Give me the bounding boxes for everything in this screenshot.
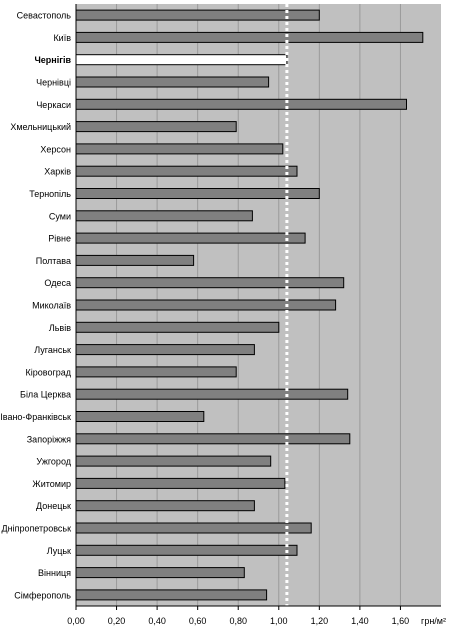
category-label: Одеса xyxy=(44,278,71,288)
bar xyxy=(75,31,424,43)
category-label: Донецьк xyxy=(36,501,71,511)
category-label: Ужгород xyxy=(36,457,71,467)
category-label: Херсон xyxy=(40,144,71,154)
category-label: Черкаси xyxy=(36,100,71,110)
category-label: Рівне xyxy=(48,234,71,244)
x-unit-label: грн/м² xyxy=(421,616,446,626)
category-label: Полтава xyxy=(36,256,71,266)
x-tick-label: 0,20 xyxy=(108,616,126,626)
category-label: Чернівці xyxy=(36,78,71,88)
bar xyxy=(75,121,237,133)
bar xyxy=(75,9,320,21)
x-tick-label: 0,80 xyxy=(229,616,247,626)
category-label: Хмельницький xyxy=(10,122,71,132)
bar xyxy=(75,232,306,244)
bar xyxy=(75,567,245,579)
x-tick-labels: 0,00 0,20 0,40 0,60 0,80 1,00 1,20 1,40 1,60 xyxy=(67,606,409,626)
bar xyxy=(75,188,320,199)
bar xyxy=(75,433,351,445)
bar xyxy=(75,455,272,467)
x-tick-label: 0,60 xyxy=(189,616,207,626)
bar xyxy=(75,277,345,289)
bar xyxy=(75,589,268,601)
bars-group xyxy=(75,9,424,601)
bar xyxy=(75,477,286,489)
bar xyxy=(75,344,255,356)
bar xyxy=(75,522,312,534)
category-label: Тернопіль xyxy=(29,189,71,199)
category-label: Суми xyxy=(49,211,71,221)
category-label: Чернігів xyxy=(34,55,71,65)
bar xyxy=(75,544,298,556)
category-label: Івано-Франківськ xyxy=(0,412,71,422)
bar xyxy=(75,165,298,177)
category-label: Миколаїв xyxy=(32,301,71,311)
bar xyxy=(75,500,255,512)
category-label: Сімферополь xyxy=(14,590,71,600)
category-labels: Севастополь Київ Чернігів Чернівці Черкаси Хм… xyxy=(0,11,71,601)
category-label: Севастополь xyxy=(17,11,72,21)
category-label: Львів xyxy=(49,323,71,333)
x-tick-label: 1,40 xyxy=(351,616,369,626)
bar xyxy=(75,54,288,66)
bar xyxy=(75,366,237,378)
bar xyxy=(75,411,205,422)
bar xyxy=(75,299,337,311)
category-label: Кіровоград xyxy=(26,367,72,377)
x-tick-label: 1,20 xyxy=(311,616,329,626)
x-tick-label: 1,00 xyxy=(270,616,288,626)
bar xyxy=(75,98,407,110)
x-tick-label: 0,00 xyxy=(67,616,85,626)
category-label: Дніпропетровськ xyxy=(2,524,72,534)
bar xyxy=(75,210,253,222)
category-label: Житомир xyxy=(32,479,71,489)
bar xyxy=(75,254,195,266)
bar xyxy=(75,388,349,400)
bar xyxy=(75,321,280,333)
category-label: Луцьк xyxy=(47,546,71,556)
category-label: Вінниця xyxy=(38,568,71,578)
category-label: Запоріжжя xyxy=(27,434,71,444)
category-label: Луганськ xyxy=(34,345,71,355)
x-tick-label: 1,60 xyxy=(392,616,410,626)
bar xyxy=(75,76,270,88)
category-label: Харків xyxy=(44,167,71,177)
bar xyxy=(75,143,284,155)
x-tick-label: 0,40 xyxy=(148,616,166,626)
category-label: Біла Церква xyxy=(20,390,71,400)
category-label: Київ xyxy=(53,33,71,43)
